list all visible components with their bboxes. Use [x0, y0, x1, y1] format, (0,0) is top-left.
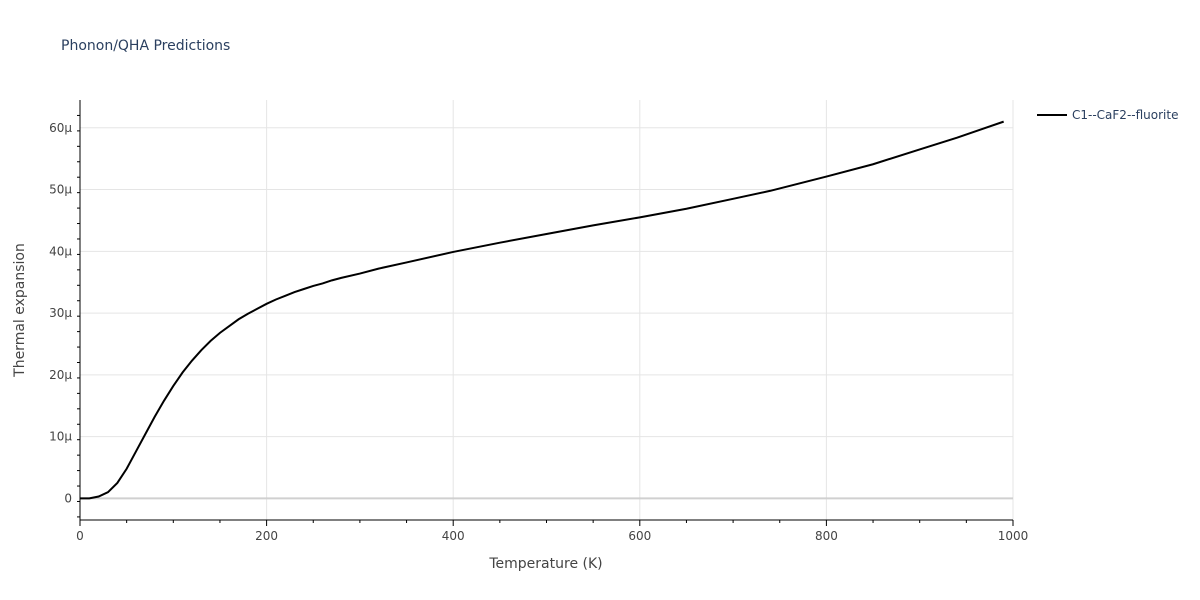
x-tick-label: 0 — [76, 529, 84, 543]
x-tick-label: 1000 — [998, 529, 1029, 543]
y-tick-label: 30µ — [49, 306, 72, 320]
chart-title: Phonon/QHA Predictions — [61, 38, 230, 54]
y-tick-label: 0 — [64, 491, 72, 505]
legend-item-label[interactable]: C1--CaF2--fluorite — [1072, 108, 1178, 122]
y-tick-label: 60µ — [49, 121, 72, 135]
x-tick-label: 200 — [255, 529, 278, 543]
y-tick-label: 50µ — [49, 183, 72, 197]
y-axis-title: Thermal expansion — [12, 243, 28, 378]
grid — [80, 100, 1014, 520]
series-line — [80, 120, 1004, 500]
y-tick-label: 10µ — [49, 430, 72, 444]
legend[interactable]: C1--CaF2--fluorite — [1037, 108, 1178, 122]
series-layer — [80, 120, 1004, 500]
y-tick-label: 40µ — [49, 244, 72, 258]
x-axis-title: Temperature (K) — [488, 556, 602, 572]
ticks: 0 200 400 600 800 1000 0 10µ 20µ 30µ 40µ 50µ 60µ — [49, 114, 1029, 543]
y-tick-label: 20µ — [49, 368, 72, 382]
x-tick-label: 800 — [815, 529, 838, 543]
x-tick-label: 400 — [442, 529, 465, 543]
x-tick-label: 600 — [628, 529, 651, 543]
